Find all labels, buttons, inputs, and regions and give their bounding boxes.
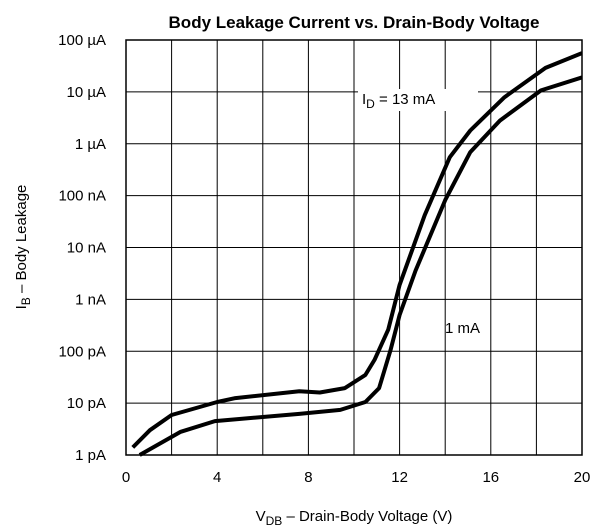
x-label-rest: – Drain-Body Voltage (V) (282, 508, 452, 525)
annotation-sub: D (366, 97, 375, 111)
annotation: 1 mA (445, 320, 480, 337)
x-axis-label: VDB – Drain-Body Voltage (V) (256, 508, 453, 528)
annotation: ID = 13 mA (362, 91, 435, 111)
x-label-sub: DB (266, 514, 283, 528)
y-label-rest: – Body Leakage (13, 185, 30, 298)
y-tick-label: 100 pA (58, 343, 106, 360)
y-tick-label: 100 nA (58, 188, 106, 205)
y-tick-label: 100 µA (58, 32, 106, 49)
y-axis-label: IB – Body Leakage (13, 185, 33, 310)
annotation-main: I (362, 91, 366, 108)
x-tick-label: 16 (482, 469, 499, 486)
y-label-sub: B (19, 297, 33, 305)
x-tick-label: 20 (574, 469, 591, 486)
x-tick-label: 4 (213, 469, 221, 486)
x-label-main: V (256, 508, 266, 525)
y-tick-label: 1 µA (75, 136, 106, 153)
annotation-rest: = 13 mA (375, 91, 435, 108)
y-tick-label: 1 nA (75, 291, 106, 308)
plot-frame (125, 39, 583, 456)
y-tick-label: 10 µA (67, 84, 107, 101)
x-tick-label: 12 (391, 469, 408, 486)
annotation-bg (358, 89, 478, 111)
x-tick-label: 0 (122, 469, 130, 486)
series-line (138, 75, 582, 457)
y-tick-label: 10 nA (67, 240, 106, 257)
annotation-main: 1 mA (445, 320, 480, 337)
y-label-main: I (13, 305, 30, 309)
chart-title: Body Leakage Current vs. Drain-Body Volt… (169, 13, 540, 32)
y-tick-label: 1 pA (75, 447, 106, 464)
y-tick-label: 10 pA (67, 395, 106, 412)
series-line (131, 51, 582, 449)
x-tick-label: 8 (304, 469, 312, 486)
